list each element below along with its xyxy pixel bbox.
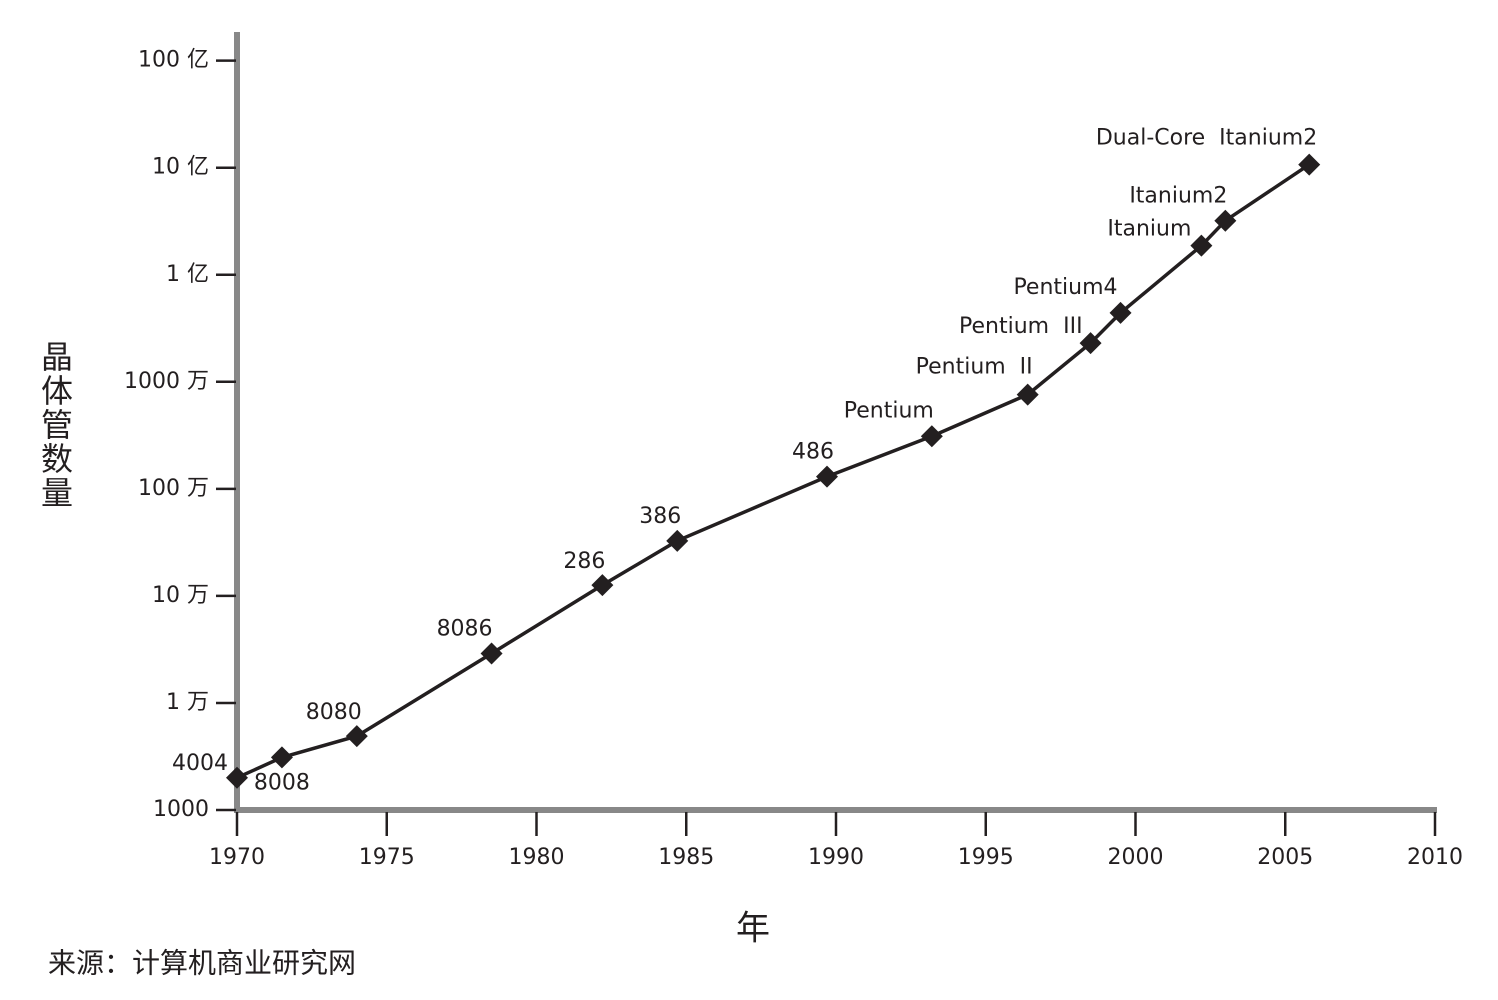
x-tick-label: 1970	[209, 845, 265, 870]
point-label: Pentium	[844, 398, 934, 423]
point-label: 8086	[437, 616, 493, 641]
data-point	[1016, 383, 1039, 406]
y-tick-label: 1000	[153, 797, 209, 822]
data-point	[1298, 153, 1321, 176]
source-note: 来源：计算机商业研究网	[48, 947, 356, 980]
x-tick-label: 2005	[1257, 845, 1313, 870]
y-tick-label: 100 万	[138, 476, 209, 501]
point-label: Itanium	[1107, 217, 1191, 242]
point-label: 8080	[306, 700, 362, 725]
x-tick-label: 1980	[509, 845, 565, 870]
x-tick-label: 2010	[1407, 845, 1463, 870]
point-label: Dual-Core Itanium2	[1096, 126, 1317, 151]
data-point	[1109, 301, 1132, 324]
data-point	[591, 574, 614, 597]
data-point	[1214, 209, 1237, 232]
data-point	[345, 725, 368, 748]
x-tick-label: 1995	[958, 845, 1014, 870]
data-point	[226, 766, 248, 789]
point-label: Pentium III	[959, 314, 1083, 339]
y-tick-label: 10 亿	[152, 155, 209, 180]
point-label: Itanium2	[1129, 184, 1227, 209]
x-tick-label: 1975	[359, 845, 415, 870]
point-label: Pentium4	[1013, 275, 1117, 300]
x-axis-title: 年	[736, 909, 770, 949]
point-label: 386	[639, 504, 681, 529]
data-point	[270, 746, 293, 769]
y-tick-label: 100 亿	[138, 48, 209, 73]
x-tick-label: 1985	[658, 845, 714, 870]
data-point	[920, 425, 943, 448]
data-point	[816, 465, 839, 488]
point-label: 286	[563, 549, 605, 574]
data-point	[1079, 332, 1102, 355]
data-point	[666, 529, 689, 552]
y-axis-title: 晶体管数量	[36, 340, 74, 510]
data-point	[1190, 234, 1213, 257]
point-label: Pentium II	[916, 355, 1033, 380]
y-tick-label: 1000 万	[124, 369, 209, 394]
y-tick-label: 10 万	[152, 583, 209, 608]
point-label: 8008	[254, 770, 310, 795]
series-line	[236, 163, 1311, 780]
y-tick-label: 1 万	[166, 690, 209, 715]
x-tick-label: 2000	[1108, 845, 1164, 870]
point-label: 486	[792, 440, 834, 465]
y-tick-label: 1 亿	[166, 262, 209, 287]
x-tick-label: 1990	[808, 845, 864, 870]
point-label: 4004	[172, 751, 228, 776]
data-point	[480, 642, 503, 665]
